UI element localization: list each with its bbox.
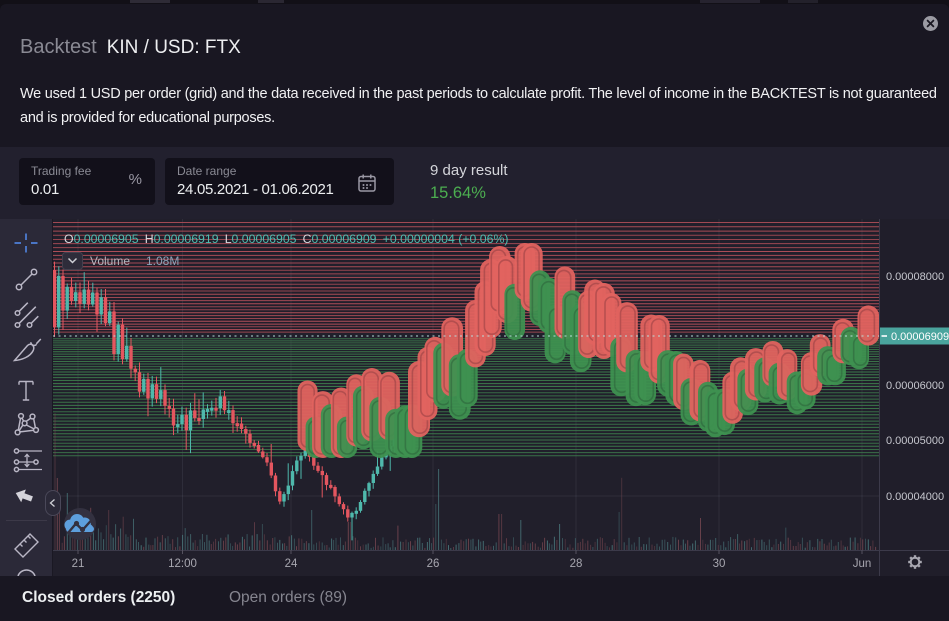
svg-text:28: 28 (570, 558, 583, 570)
svg-text:O0.00006905 H0.00006919 L0.000: O0.00006905 H0.00006919 L0.00006905 C0.0… (64, 232, 508, 246)
svg-text:21: 21 (72, 558, 85, 570)
svg-text:26: 26 (427, 558, 440, 570)
svg-text:Volume: Volume (90, 254, 130, 268)
svg-text:0.00006909: 0.00006909 (891, 331, 949, 343)
svg-text:0.00008000: 0.00008000 (886, 271, 944, 283)
svg-text:12:00: 12:00 (168, 558, 197, 570)
svg-text:Jun: Jun (853, 558, 872, 570)
svg-text:0.00006000: 0.00006000 (886, 380, 944, 392)
svg-text:30: 30 (713, 558, 726, 570)
svg-text:1.08M: 1.08M (146, 254, 179, 268)
svg-text:0.00005000: 0.00005000 (886, 435, 944, 447)
svg-text:24: 24 (285, 558, 298, 570)
svg-text:0.00004000: 0.00004000 (886, 491, 944, 503)
